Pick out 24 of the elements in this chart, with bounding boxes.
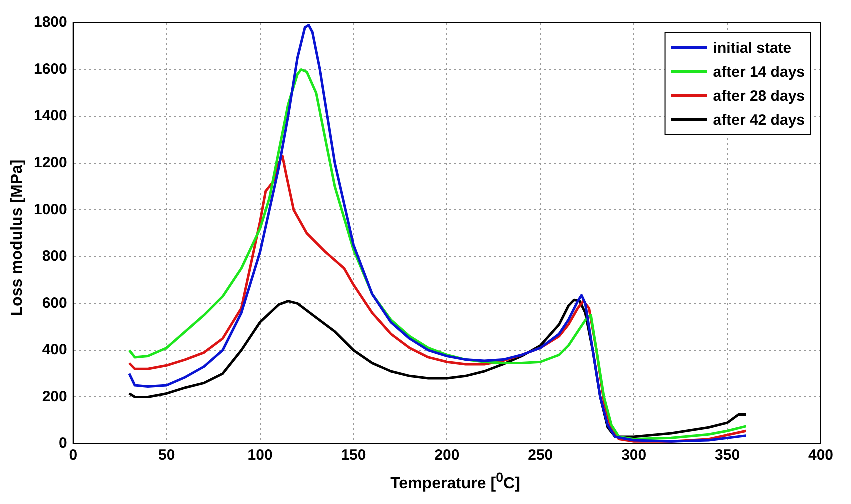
y-tick-label: 400 bbox=[42, 342, 68, 359]
x-tick-label: 100 bbox=[248, 447, 273, 464]
legend-label: initial state bbox=[713, 40, 792, 58]
legend-label: after 28 days bbox=[713, 88, 806, 106]
x-tick-label: 350 bbox=[715, 447, 740, 464]
x-tick-label: 400 bbox=[808, 447, 834, 464]
x-tick-label: 200 bbox=[434, 447, 460, 464]
legend-label: after 14 days bbox=[713, 64, 806, 82]
y-axis-title: Loss modulus [MPa] bbox=[9, 160, 27, 316]
legend-label: after 42 days bbox=[713, 112, 806, 130]
y-tick-label: 800 bbox=[42, 248, 68, 266]
x-tick-label: 50 bbox=[158, 447, 176, 464]
y-tick-label: 1400 bbox=[34, 108, 68, 125]
x-tick-label: 300 bbox=[622, 447, 647, 464]
y-tick-label: 1600 bbox=[34, 60, 68, 78]
y-tick-label: 1000 bbox=[34, 201, 68, 218]
y-tick-label: 200 bbox=[42, 388, 68, 406]
y-tick-label: 1800 bbox=[34, 14, 68, 32]
y-tick-label: 1200 bbox=[34, 154, 68, 172]
x-tick-label: 150 bbox=[341, 447, 366, 464]
x-tick-label: 250 bbox=[528, 447, 554, 464]
y-tick-label: 0 bbox=[59, 435, 68, 452]
x-axis-title: Temperature [$^{0}$C] bbox=[390, 470, 520, 494]
y-tick-label: 600 bbox=[42, 294, 68, 312]
